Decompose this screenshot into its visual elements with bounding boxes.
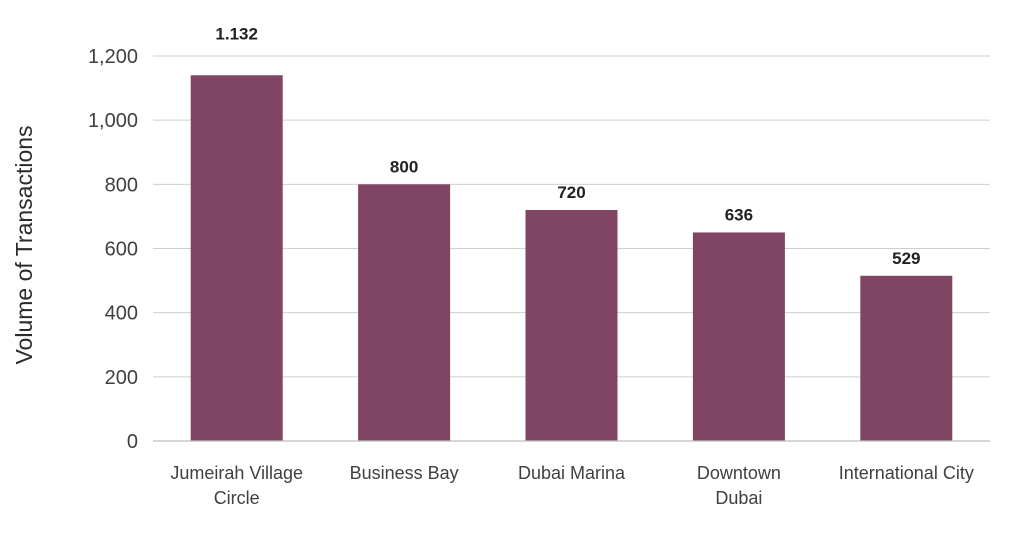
- x-tick-label: International City: [839, 463, 974, 483]
- y-tick-label: 1,000: [88, 110, 138, 132]
- y-tick-label: 200: [105, 367, 138, 389]
- bars: [190, 75, 953, 442]
- x-tick-label: Dubai Marina: [518, 463, 626, 483]
- y-tick-label: 600: [105, 239, 138, 261]
- y-axis-label: Volume of Transactions: [11, 125, 37, 364]
- data-labels: 1.132 800 720 636 529: [215, 24, 920, 268]
- data-label: 1.132: [215, 24, 258, 43]
- x-tick-label: Downtown Dubai: [697, 463, 781, 508]
- data-label: 636: [725, 205, 753, 224]
- y-tick-label: 0: [127, 431, 138, 453]
- data-label: 529: [892, 249, 920, 268]
- bar: [692, 232, 785, 441]
- bar: [358, 184, 451, 442]
- y-tick-label: 400: [105, 303, 138, 325]
- bar: [190, 75, 283, 441]
- y-tick-label: 1,200: [88, 46, 138, 68]
- data-label: 720: [557, 183, 585, 202]
- data-label: 800: [390, 157, 418, 176]
- x-tick-label: Jumeirah Village Circle: [170, 463, 303, 508]
- x-tick-label: Business Bay: [350, 463, 459, 483]
- bar: [860, 275, 953, 441]
- y-axis-ticks: 0 200 400 600 800 1,000 1,200: [88, 46, 138, 453]
- x-axis-ticks: Jumeirah Village Circle Business Bay Dubai …: [170, 463, 974, 508]
- bar: [525, 210, 618, 441]
- y-tick-label: 800: [105, 174, 138, 196]
